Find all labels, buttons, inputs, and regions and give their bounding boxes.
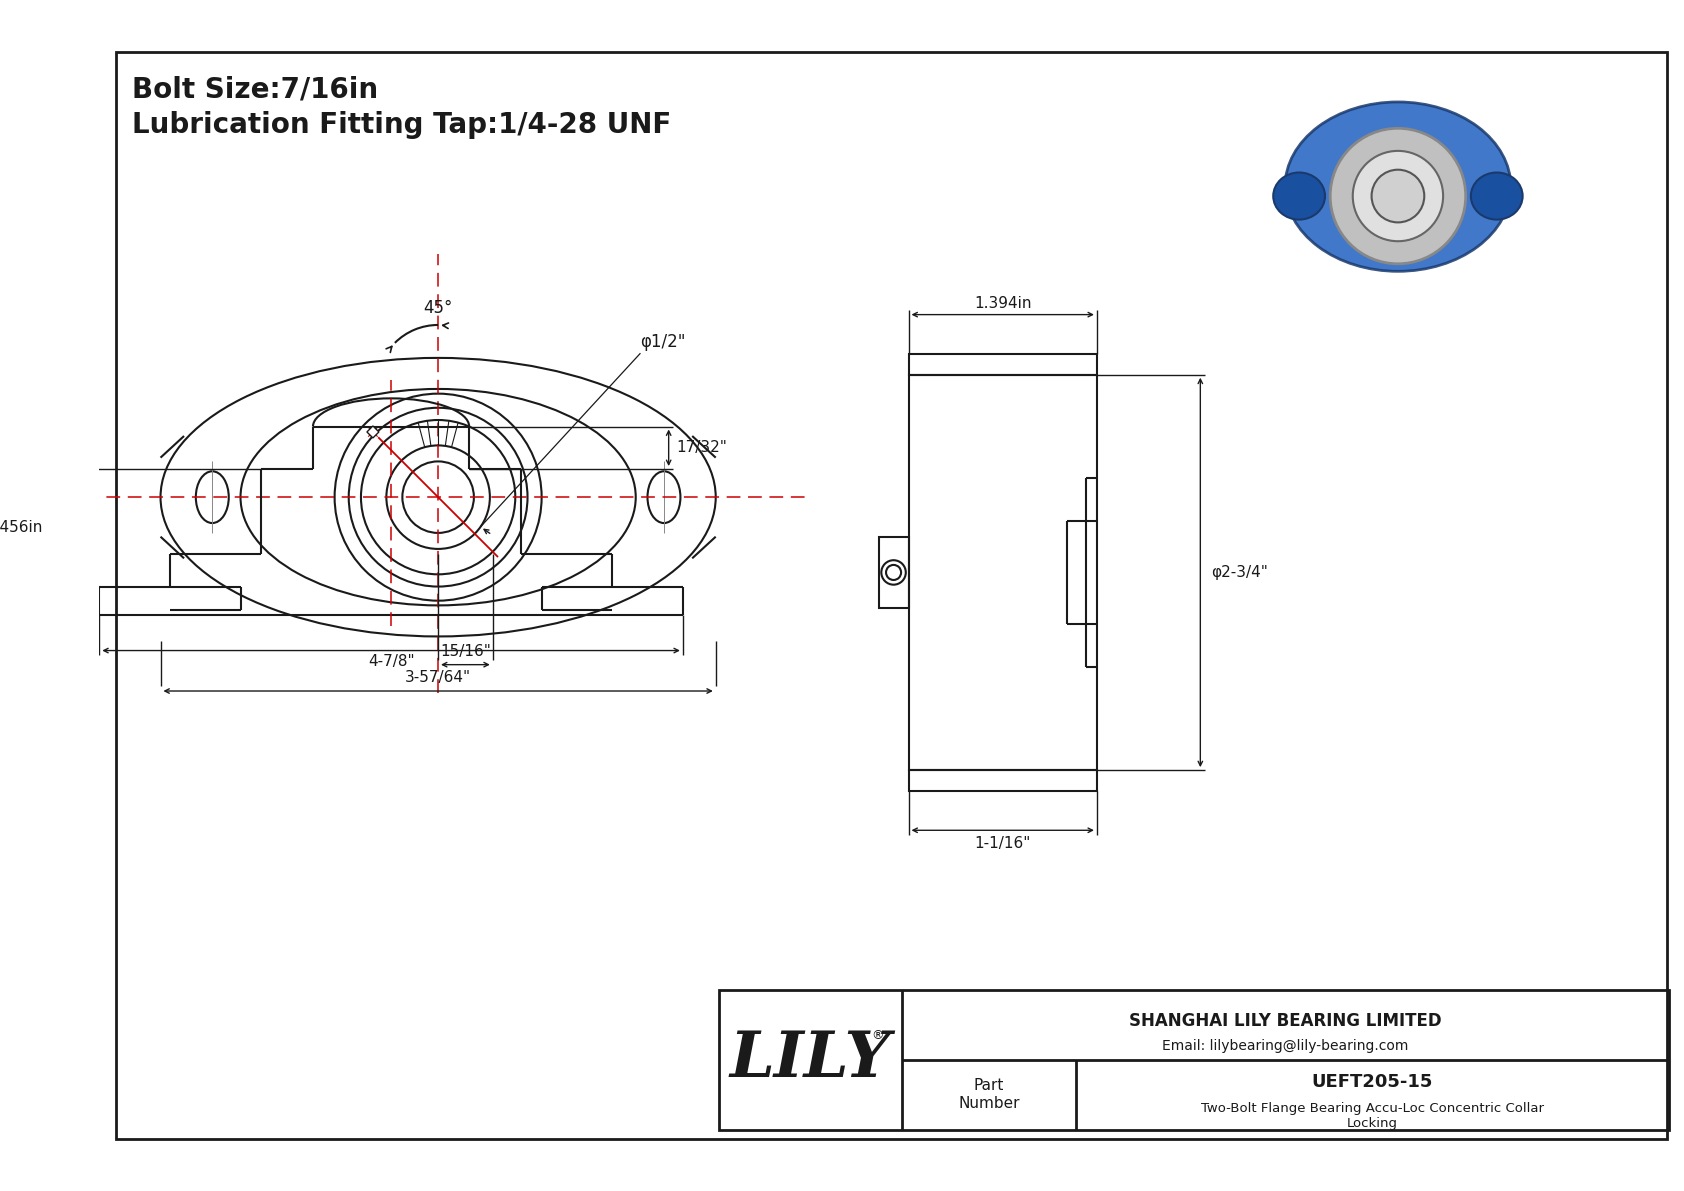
Text: 15/16": 15/16" — [440, 644, 490, 659]
Text: φ1/2": φ1/2" — [640, 333, 685, 351]
Bar — [909, 375, 1096, 771]
Ellipse shape — [1470, 173, 1522, 219]
Circle shape — [1352, 151, 1443, 242]
Circle shape — [1330, 129, 1465, 263]
Text: ®: ® — [871, 1029, 884, 1042]
Text: 1.394in: 1.394in — [973, 295, 1032, 311]
Bar — [879, 537, 909, 607]
Text: 45°: 45° — [423, 299, 453, 317]
Bar — [719, 990, 1669, 1129]
Ellipse shape — [1273, 173, 1325, 219]
Text: UEFT205-15: UEFT205-15 — [1312, 1073, 1433, 1091]
Text: φ2-3/4": φ2-3/4" — [1211, 565, 1268, 580]
Text: Locking: Locking — [1347, 1117, 1398, 1130]
Text: Two-Bolt Flange Bearing Accu-Loc Concentric Collar: Two-Bolt Flange Bearing Accu-Loc Concent… — [1201, 1102, 1544, 1115]
Bar — [909, 354, 1096, 375]
Bar — [909, 771, 1096, 791]
Text: Email: lilybearing@lily-bearing.com: Email: lilybearing@lily-bearing.com — [1162, 1039, 1410, 1053]
Text: Bolt Size:7/16in: Bolt Size:7/16in — [133, 75, 379, 104]
Text: SHANGHAI LILY BEARING LIMITED: SHANGHAI LILY BEARING LIMITED — [1130, 1012, 1442, 1030]
Text: 3-57/64": 3-57/64" — [406, 671, 472, 685]
Text: 1-1/16": 1-1/16" — [975, 836, 1031, 850]
Circle shape — [1371, 169, 1425, 223]
Text: 17/32": 17/32" — [677, 441, 727, 455]
Text: 1.456in: 1.456in — [0, 520, 42, 535]
Text: LILY: LILY — [729, 1029, 891, 1091]
Bar — [367, 426, 379, 438]
Text: Part
Number: Part Number — [958, 1079, 1021, 1111]
Text: 4-7/8": 4-7/8" — [367, 654, 414, 669]
Text: Lubrication Fitting Tap:1/4-28 UNF: Lubrication Fitting Tap:1/4-28 UNF — [133, 111, 672, 139]
Ellipse shape — [1285, 102, 1511, 272]
